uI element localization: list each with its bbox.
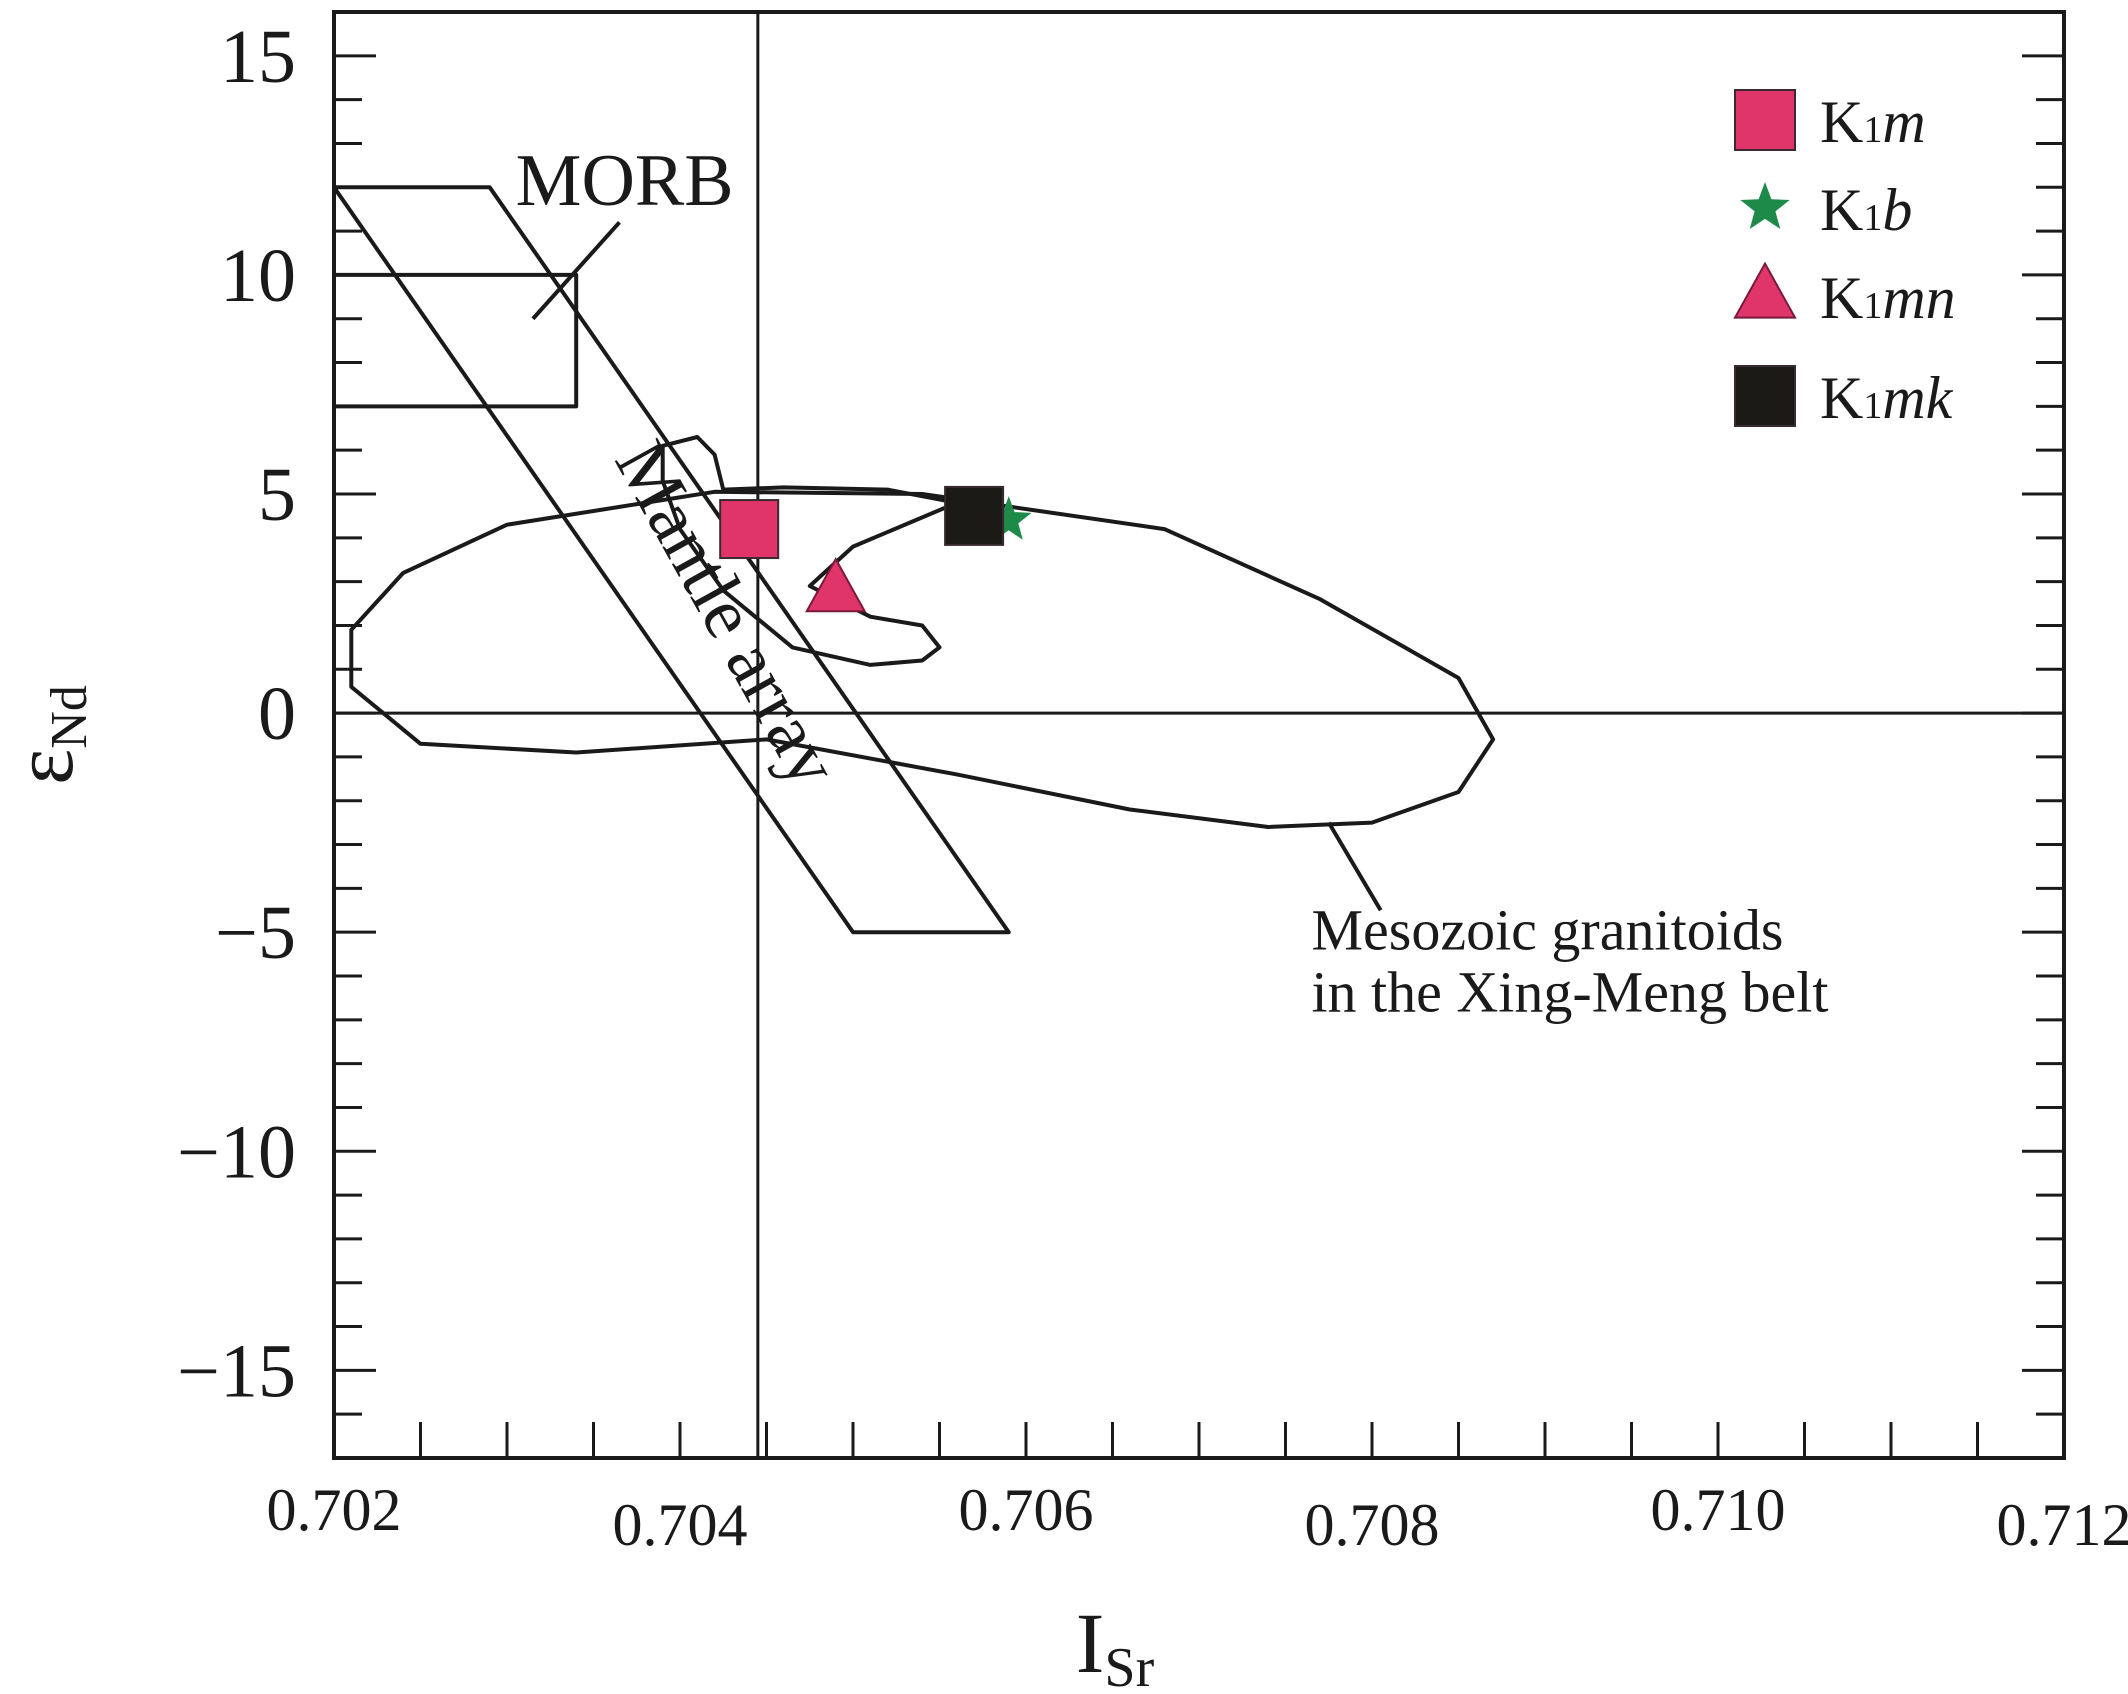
plot-frame <box>332 10 2066 1460</box>
x-tick-label: 0.702 <box>267 1477 402 1543</box>
y-tick-label: 0 <box>258 672 296 756</box>
legend-label-prefix: K <box>1820 177 1863 243</box>
reference-lines <box>334 12 2064 1458</box>
x-tick-label: 0.706 <box>959 1477 1094 1543</box>
mesozoic-granitoids-outline <box>349 489 1496 829</box>
morb-label: MORB <box>516 140 734 222</box>
legend-label-k1mk: K1mk <box>1820 365 1954 431</box>
legend-marker-k1m <box>1734 89 1796 151</box>
legend-label-sub: 1 <box>1863 109 1882 151</box>
legend-label-prefix: K <box>1820 89 1863 155</box>
legend-marker-k1b <box>1740 182 1790 229</box>
y-tick-label: 5 <box>258 453 296 537</box>
x-tick-label: 0.712 <box>1997 1492 2128 1558</box>
y-tick-label: 15 <box>220 15 296 99</box>
legend-label-suffix: b <box>1882 177 1912 243</box>
point-k1b <box>985 496 1032 540</box>
axis-ticks: 0.702 0.704 0.706 0.708 0.710 0.712 15 10 5 0 −5 −1… <box>177 10 2128 1558</box>
axis-titles: ISr εNd <box>0 685 1155 1694</box>
data-points <box>719 485 1032 613</box>
x-tick-label: 0.708 <box>1305 1492 1440 1558</box>
x-tick-label: 0.710 <box>1651 1477 1786 1543</box>
legend-marker-k1mk <box>1734 365 1796 427</box>
mesozoic-granitoids-label-line-0: Mesozoic granitoids <box>1311 898 1783 963</box>
legend-label-suffix: mk <box>1882 365 1953 431</box>
axis-title-subscript: Sr <box>1104 1637 1154 1694</box>
y-tick-label: −15 <box>177 1329 296 1413</box>
legend-label-sub: 1 <box>1863 285 1882 327</box>
morb-leader-line <box>531 220 621 321</box>
axis-title-subscript: Nd <box>41 685 98 749</box>
legend-label-suffix: m <box>1882 89 1925 155</box>
y-axis-title: εNd <box>0 685 98 785</box>
legend-label-sub: 1 <box>1863 197 1882 239</box>
legend-label-sub: 1 <box>1863 385 1882 427</box>
x-axis-title: ISr <box>1076 1595 1155 1694</box>
legend-label-prefix: K <box>1820 365 1863 431</box>
axis-title-main: I <box>1076 1595 1105 1691</box>
x-tick-label: 0.704 <box>613 1492 748 1558</box>
y-tick-label: −10 <box>177 1110 296 1194</box>
legend-label-prefix: K <box>1820 265 1863 331</box>
mesozoic-granitoids-leader-line <box>1327 821 1383 912</box>
legend-marker-k1mn <box>1733 261 1797 319</box>
axis-title-main: ε <box>0 749 91 785</box>
mesozoic-granitoids-label-line-1: in the Xing-Meng belt <box>1311 960 1828 1025</box>
point-k1mk <box>944 485 1005 546</box>
legend-label-k1m: K1m <box>1820 89 1926 155</box>
legend-label-suffix: mn <box>1882 265 1955 331</box>
mantle-array-outline <box>332 185 1011 935</box>
mesozoic-granitoids-label: Mesozoic granitoids in the Xing-Meng belt <box>1311 898 1828 1025</box>
y-tick-label: 10 <box>220 234 296 318</box>
point-k1m <box>719 499 780 560</box>
point-k1mn <box>805 557 867 613</box>
morb-outline <box>332 272 579 409</box>
legend-label-k1mn: K1mn <box>1820 265 1956 331</box>
legend-label-k1b: K1b <box>1820 177 1912 243</box>
y-tick-label: −5 <box>215 891 296 975</box>
